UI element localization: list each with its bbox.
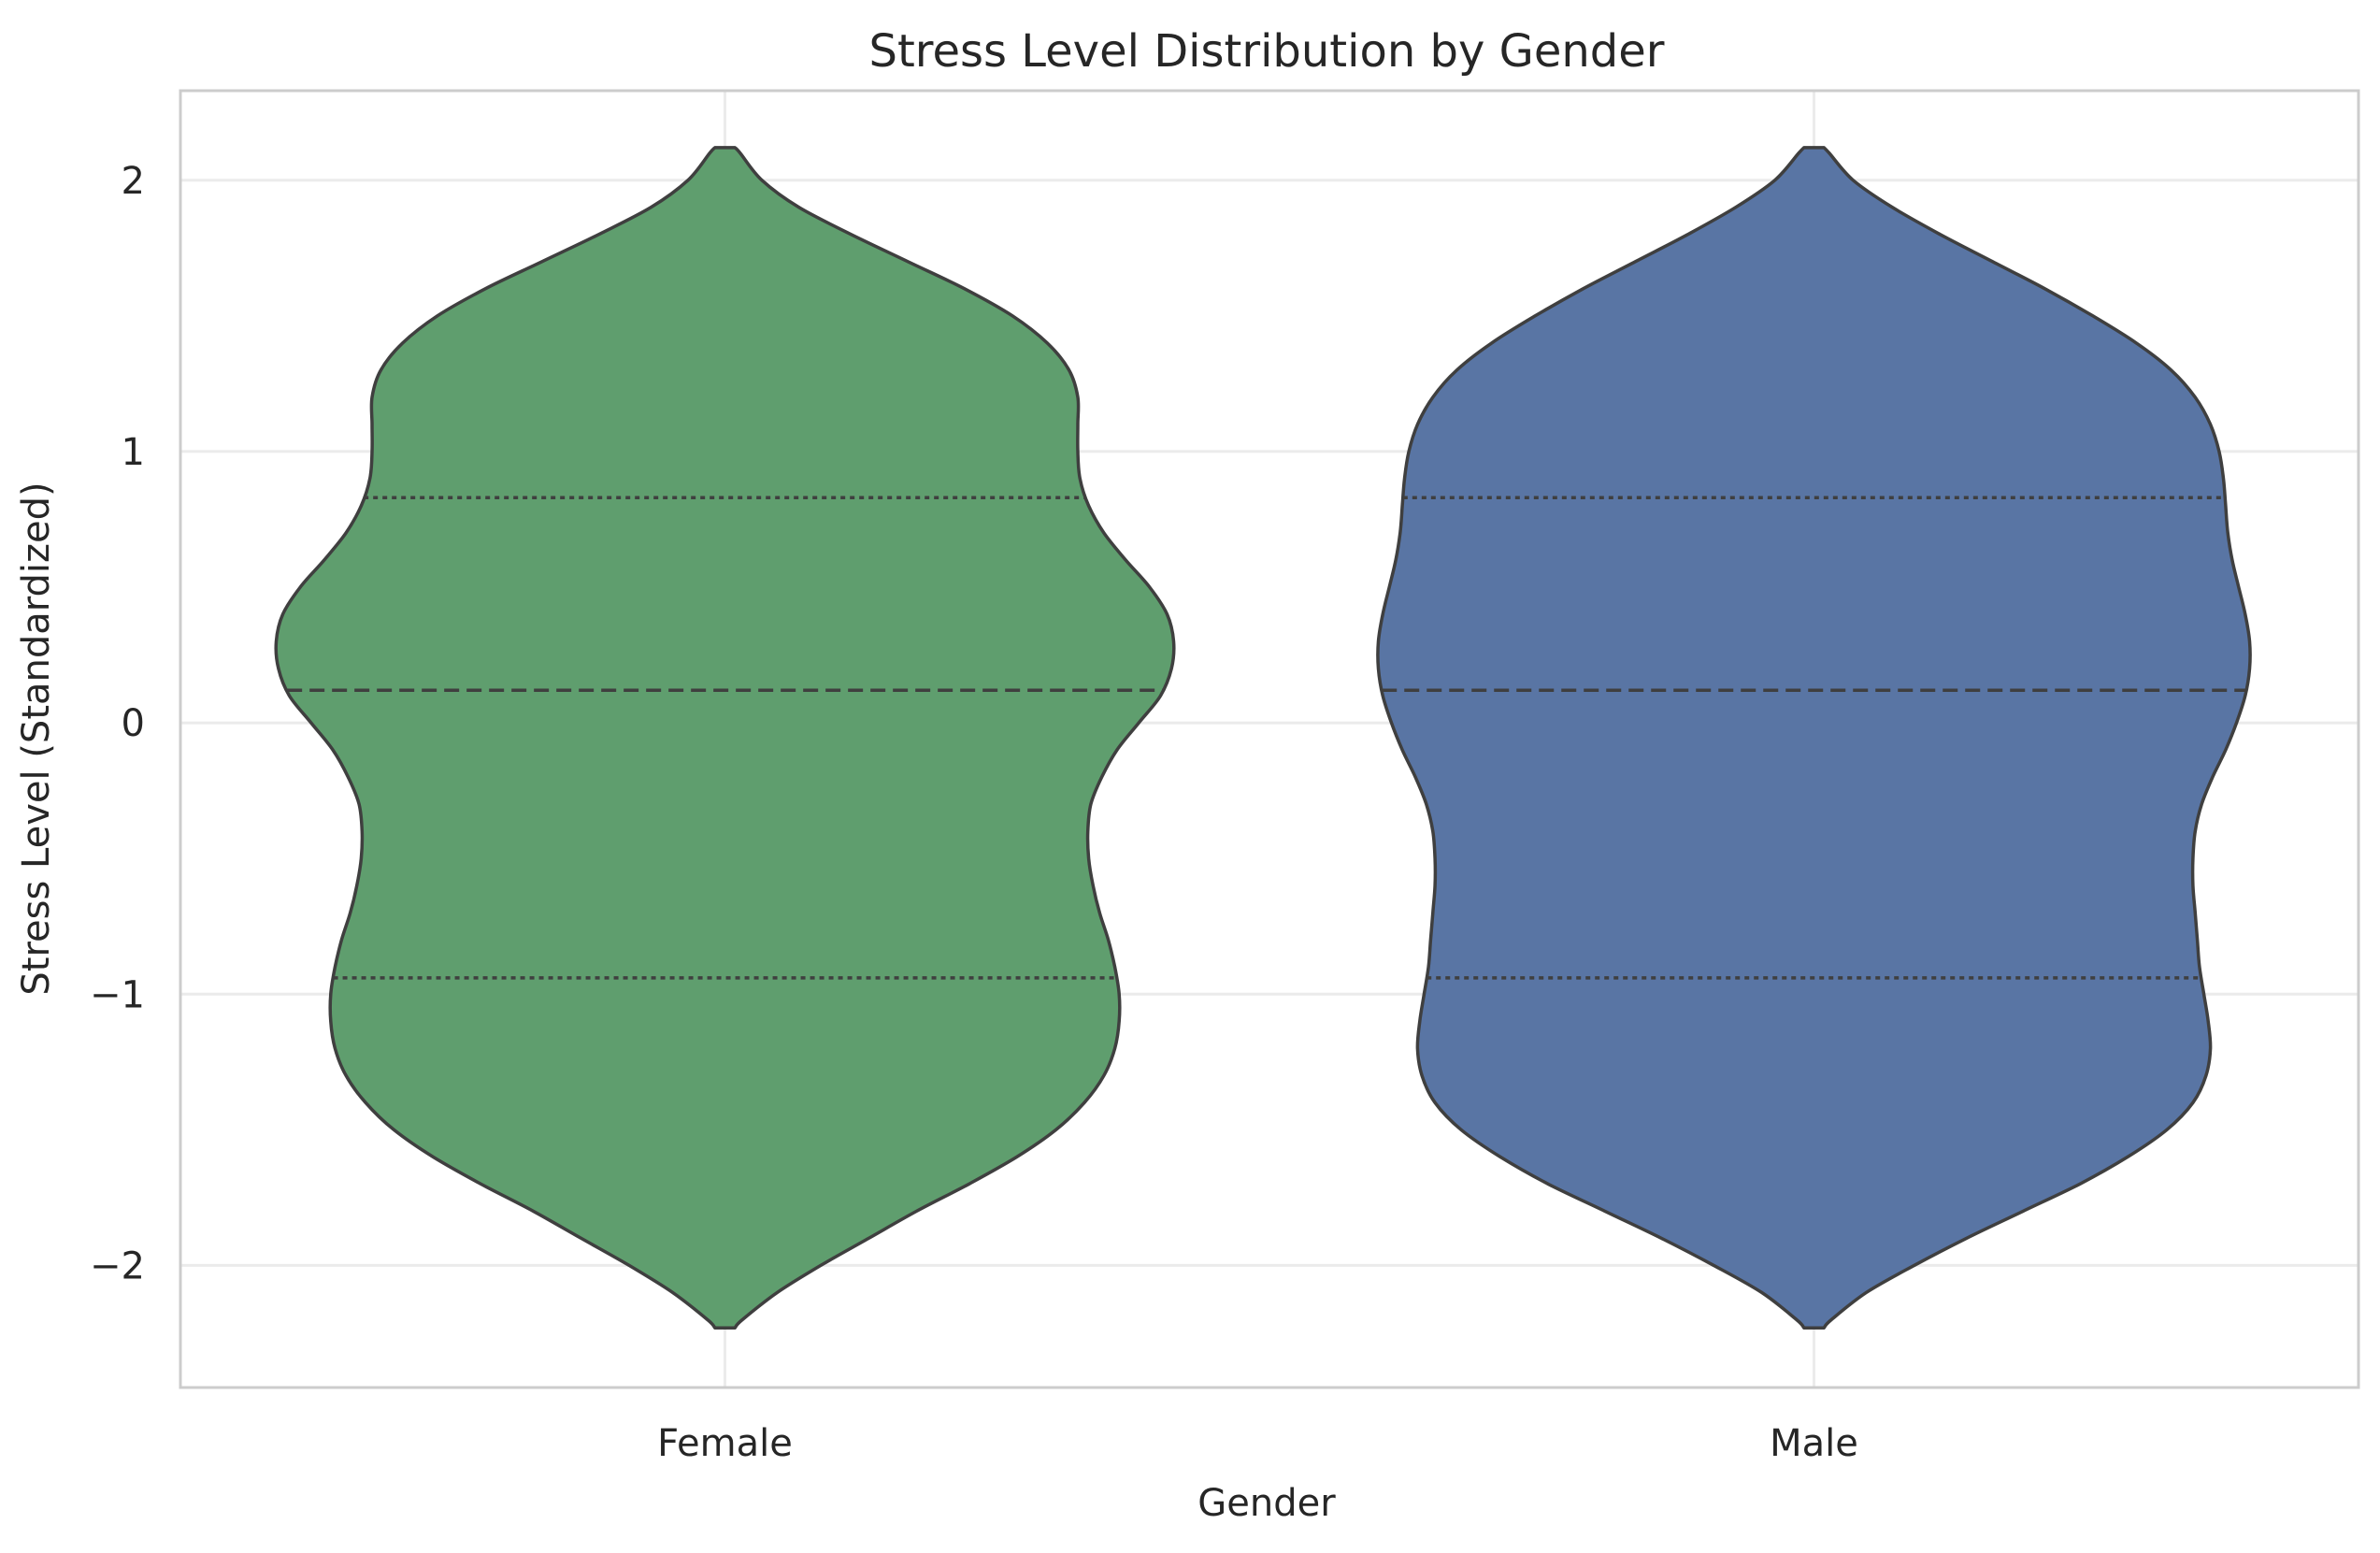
chart-title: Stress Level Distribution by Gender [868,25,1664,78]
y-tick-label: 0 [122,702,145,745]
violins [274,146,2252,1330]
y-tick-label: 1 [122,431,145,474]
plot-frame [179,89,2360,1389]
y-tick-label: −2 [90,1244,145,1287]
x-tick-label: Male [1770,1422,1858,1465]
x-tick-label: Female [657,1422,793,1465]
y-axis-ticks: 2 1 0 −1 −2 [90,160,145,1288]
violin-male [1376,146,2252,1330]
y-axis-label: Stress Level (Standardized) [15,482,58,995]
violin-female [274,146,1176,1330]
x-axis-ticks: Female Male [657,1422,1858,1465]
y-tick-label: 2 [122,160,145,203]
y-tick-label: −1 [90,973,145,1016]
x-axis-label: Gender [1197,1482,1336,1525]
